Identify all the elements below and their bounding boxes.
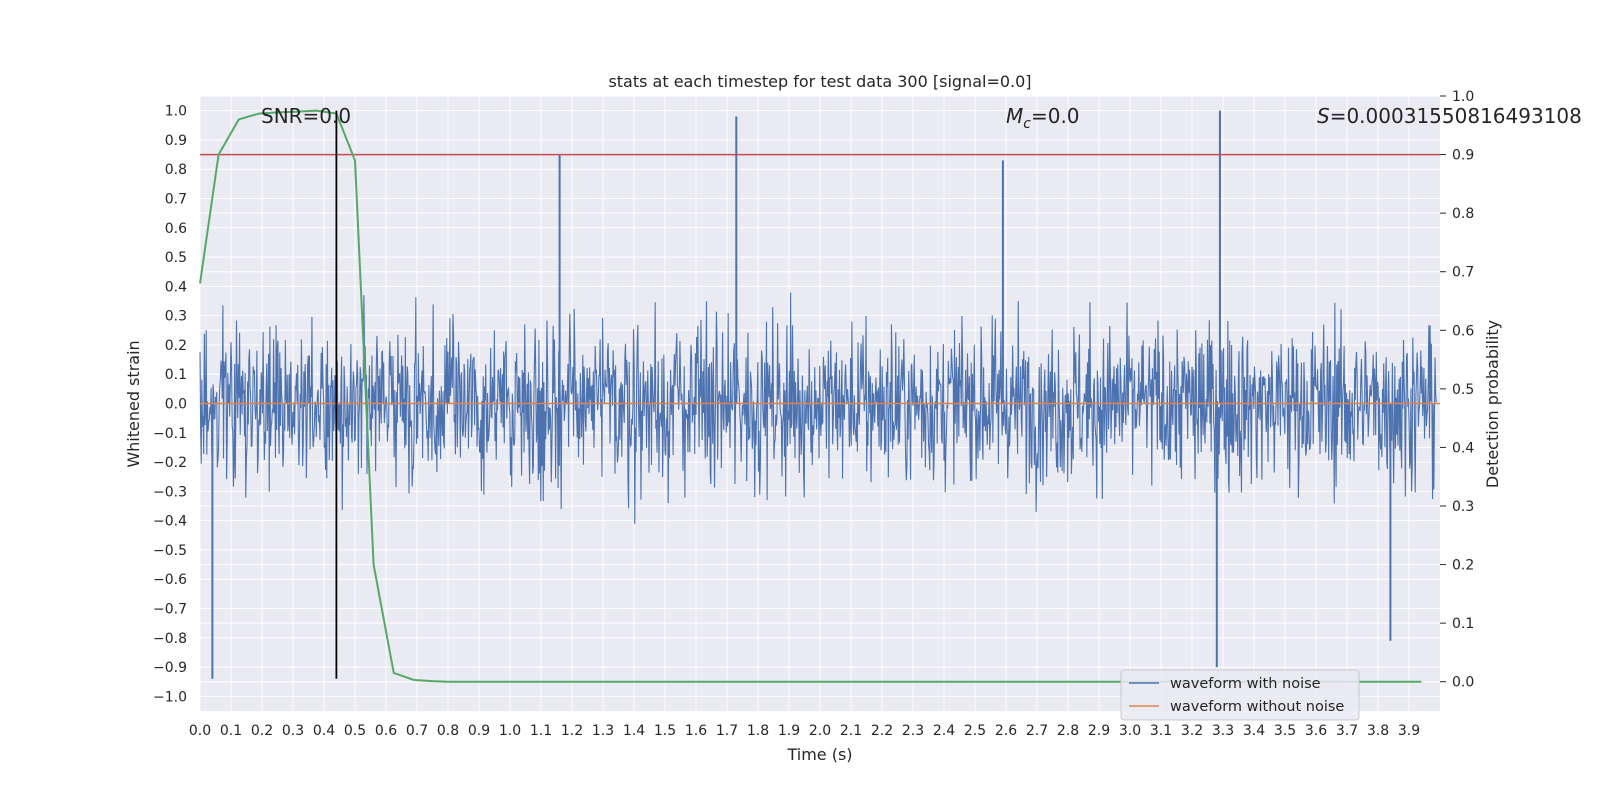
x-tick-label: 1.3 bbox=[592, 723, 614, 739]
x-tick-label: 3.8 bbox=[1367, 723, 1389, 739]
mc-symbol: M bbox=[1006, 104, 1023, 128]
x-tick-label: 3.7 bbox=[1336, 723, 1358, 739]
y-tick-label: 0.2 bbox=[165, 338, 187, 354]
y-tick-label: 1.0 bbox=[165, 104, 187, 120]
y-right-tick-label: 1.0 bbox=[1452, 89, 1474, 105]
y-tick-label: −0.8 bbox=[153, 631, 187, 647]
axes: 0.0 0.1 0.2 0.3 0.4 0.5 0.6 0.7 0.8 0.9 1.0 1.1 1.2 1… bbox=[153, 89, 1474, 739]
x-tick-label: 3.3 bbox=[1212, 723, 1234, 739]
noise-trace bbox=[199, 292, 1437, 524]
y-tick-label: −0.4 bbox=[153, 514, 187, 530]
x-tick-label: 1.7 bbox=[716, 723, 738, 739]
y-tick-label: 0.1 bbox=[165, 367, 187, 383]
y-tick-label: −0.6 bbox=[153, 572, 187, 588]
x-tick-label: 1.2 bbox=[561, 723, 583, 739]
y-right-tick-label: 0.0 bbox=[1452, 675, 1474, 691]
x-tick-label: 3.9 bbox=[1398, 723, 1420, 739]
snr-annotation: SNR=0.0 bbox=[261, 104, 351, 128]
detection-probability-line bbox=[199, 109, 1422, 683]
x-tick-label: 0.1 bbox=[220, 723, 242, 739]
y-right-tick-label: 0.1 bbox=[1452, 616, 1474, 632]
x-tick-label: 0.8 bbox=[437, 723, 459, 739]
y-right-tick-label: 0.5 bbox=[1452, 382, 1474, 398]
y-tick-label: 0.3 bbox=[165, 309, 187, 325]
x-tick-label: 0.3 bbox=[282, 723, 304, 739]
x-tick-label: 1.5 bbox=[654, 723, 676, 739]
x-tick-label: 2.0 bbox=[809, 723, 831, 739]
series-waveform-with-noise bbox=[199, 110, 1437, 679]
x-tick-label: 0.9 bbox=[468, 723, 490, 739]
x-axis-label: Time (s) bbox=[786, 745, 852, 764]
y-right-tick-label: 0.7 bbox=[1452, 265, 1474, 281]
y-tick-label: −0.7 bbox=[153, 602, 187, 618]
x-tick-label: 2.8 bbox=[1057, 723, 1079, 739]
x-tick-label: 2.3 bbox=[902, 723, 924, 739]
y-tick-label: 0.0 bbox=[165, 397, 187, 413]
s-symbol: S bbox=[1317, 104, 1330, 128]
x-tick-label: 2.1 bbox=[840, 723, 862, 739]
series-lines bbox=[199, 109, 1440, 683]
y-right-tick-label: 0.2 bbox=[1452, 558, 1474, 574]
x-tick-label: 2.4 bbox=[933, 723, 955, 739]
x-tick-label: 0.0 bbox=[189, 723, 211, 739]
x-tick-label: 3.5 bbox=[1274, 723, 1296, 739]
mc-annotation: Mc=0.0 bbox=[1006, 104, 1080, 132]
x-tick-label: 0.2 bbox=[251, 723, 273, 739]
y-tick-label: −0.9 bbox=[153, 660, 187, 676]
y-right-tick-label: 0.9 bbox=[1452, 148, 1474, 164]
mc-subscript: c bbox=[1023, 116, 1031, 132]
x-tick-label: 3.6 bbox=[1305, 723, 1327, 739]
y-axis-label: Whitened strain bbox=[124, 340, 143, 467]
x-tick-label: 1.0 bbox=[499, 723, 521, 739]
x-tick-label: 2.7 bbox=[1026, 723, 1048, 739]
y-tick-label: −0.2 bbox=[153, 455, 187, 471]
s-value: =0.00031550816493108 bbox=[1330, 104, 1582, 128]
x-tick-label: 2.6 bbox=[995, 723, 1017, 739]
x-tick-label: 1.1 bbox=[530, 723, 552, 739]
chart-title: stats at each timestep for test data 300… bbox=[608, 72, 1031, 91]
y-right-tick-label: 0.6 bbox=[1452, 323, 1474, 339]
y-tick-label: −0.5 bbox=[153, 543, 187, 559]
y-right-tick-label: 0.4 bbox=[1452, 440, 1474, 456]
y-tick-label: −0.3 bbox=[153, 484, 187, 500]
x-tick-label: 1.6 bbox=[685, 723, 707, 739]
y-tick-label: 0.4 bbox=[165, 279, 187, 295]
legend: waveform with noise waveform without noi… bbox=[1120, 669, 1360, 721]
x-tick-label: 2.9 bbox=[1088, 723, 1110, 739]
x-tick-label: 0.6 bbox=[375, 723, 397, 739]
y-tick-label: 0.7 bbox=[165, 192, 187, 208]
x-tick-label: 3.2 bbox=[1181, 723, 1203, 739]
x-tick-label: 1.9 bbox=[778, 723, 800, 739]
y-tick-label: −0.1 bbox=[153, 426, 187, 442]
x-tick-label: 0.5 bbox=[344, 723, 366, 739]
x-tick-label: 1.8 bbox=[747, 723, 769, 739]
y-tick-label: 0.9 bbox=[165, 133, 187, 149]
y-tick-label: −1.0 bbox=[153, 689, 187, 705]
x-tick-label: 1.4 bbox=[623, 723, 645, 739]
y-tick-label: 0.6 bbox=[165, 221, 187, 237]
y-right-tick-label: 0.8 bbox=[1452, 206, 1474, 222]
legend-label-waveform-with-noise: waveform with noise bbox=[1170, 676, 1321, 692]
y-axis-label-right: Detection probability bbox=[1483, 320, 1502, 488]
s-annotation: S=0.00031550816493108 bbox=[1317, 104, 1582, 128]
legend-label-waveform-without-noise: waveform without noise bbox=[1170, 699, 1344, 715]
y-tick-label: 0.8 bbox=[165, 162, 187, 178]
mc-value: =0.0 bbox=[1031, 104, 1080, 128]
x-tick-label: 0.4 bbox=[313, 723, 335, 739]
x-tick-label: 3.0 bbox=[1119, 723, 1141, 739]
x-tick-label: 2.2 bbox=[871, 723, 893, 739]
y-tick-label: 0.5 bbox=[165, 250, 187, 266]
legend-box bbox=[1120, 669, 1360, 721]
x-tick-label: 0.7 bbox=[406, 723, 428, 739]
x-tick-label: 3.4 bbox=[1243, 723, 1265, 739]
y-right-tick-label: 0.3 bbox=[1452, 499, 1474, 515]
x-tick-label: 2.5 bbox=[964, 723, 986, 739]
x-tick-label: 3.1 bbox=[1150, 723, 1172, 739]
